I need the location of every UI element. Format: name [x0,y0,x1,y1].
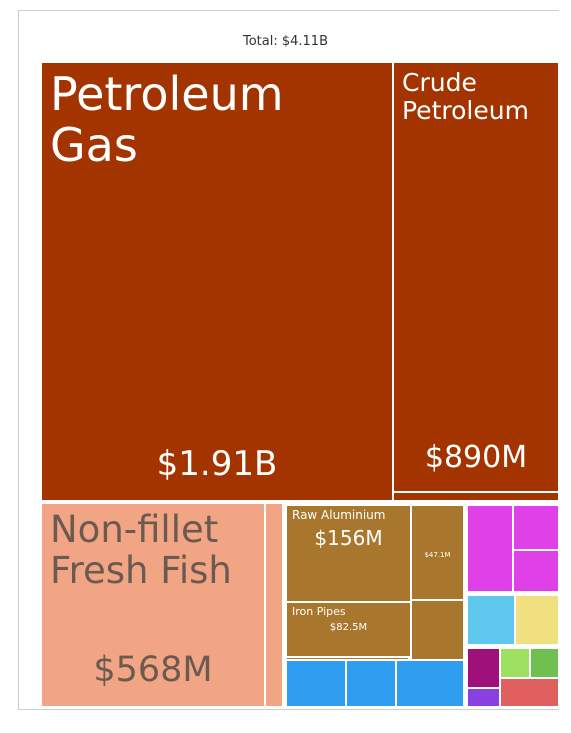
tile [286,657,409,660]
tile-value: $82.5M [329,622,368,634]
tile-value: $156M [314,526,383,551]
tile [396,660,464,707]
tile [467,595,515,645]
chart-title: Total: $4.11B [242,34,328,49]
tile-label: Non-fillet Fresh Fish [50,508,232,592]
tile: Raw Aluminium $156M [286,505,411,602]
tile [513,505,559,550]
tile [286,660,346,707]
tile: Crude Petroleum $890M [393,62,559,492]
tile [467,505,513,592]
tile-value: $890M [424,440,528,475]
tile-value: $47.1M [424,550,451,559]
tile: Iron Pipes $82.5M [286,602,411,657]
tile-label: Iron Pipes [292,605,346,618]
tile [393,492,559,501]
tile-label: Crude Petroleum [402,68,529,125]
tile-value: $568M [93,650,213,690]
tile [411,600,464,660]
tile [530,648,559,678]
tile [513,550,559,592]
tile [467,688,500,707]
frame [18,10,559,710]
tile [500,678,559,707]
tile: $47.1M [411,505,464,600]
tile [467,648,500,688]
tile [500,648,530,678]
tile: Petroleum Gas $1.91B [41,62,393,501]
tile-label: Raw Aluminium [292,508,386,522]
tile [346,660,396,707]
tile [265,503,283,707]
tile-value: $1.91B [156,444,278,484]
tile: Non-fillet Fresh Fish $568M [41,503,265,707]
tile-label: Petroleum Gas [50,67,284,172]
tile [515,595,559,645]
